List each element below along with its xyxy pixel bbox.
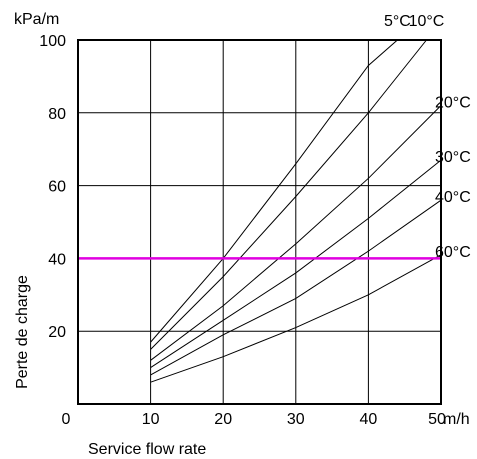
- x-tick-label-30: 30: [287, 411, 305, 428]
- x-axis-title: Service flow rate: [88, 441, 206, 458]
- y-tick-label-60: 60: [48, 179, 66, 196]
- y-tick-label-20: 20: [48, 324, 66, 341]
- series-label-10C: 10°C: [409, 13, 445, 30]
- series-line-10C: [150, 39, 427, 350]
- series-label-40C: 40°C: [435, 189, 471, 206]
- x-tick-label-0: 0: [62, 411, 71, 428]
- series-label-30C: 30°C: [435, 149, 471, 166]
- y-axis-title: Perte de charge: [14, 275, 31, 389]
- series-line-5C: [150, 39, 398, 343]
- series-line-60C: [150, 254, 442, 383]
- y-tick-label-80: 80: [48, 106, 66, 123]
- series-labels: 5°C10°C 20°C 30°C 40°C 60°C: [384, 13, 471, 261]
- x-tick-label-20: 20: [214, 411, 232, 428]
- x-unit-label: m/h: [443, 411, 470, 428]
- series-label-20C: 20°C: [435, 95, 471, 112]
- series-label-60C: 60°C: [435, 244, 471, 261]
- x-tick-label-50: 50: [428, 411, 446, 428]
- grid-lines: [78, 40, 441, 404]
- series-line-20C: [150, 105, 442, 361]
- series-lines: [150, 39, 442, 383]
- series-label-5C: 5°C: [384, 13, 411, 30]
- y-tick-label-40: 40: [48, 251, 66, 268]
- x-tick-labels: 0 10 20 30 40 50: [62, 411, 446, 428]
- series-line-30C: [150, 159, 442, 369]
- y-tick-label-100: 100: [39, 33, 66, 50]
- series-line-40C: [150, 199, 442, 376]
- x-tick-label-40: 40: [360, 411, 378, 428]
- x-tick-label-10: 10: [142, 411, 160, 428]
- y-unit-label: kPa/m: [14, 11, 59, 28]
- plot-frame: [77, 39, 442, 405]
- y-tick-labels: 20 40 60 80 100: [39, 33, 66, 341]
